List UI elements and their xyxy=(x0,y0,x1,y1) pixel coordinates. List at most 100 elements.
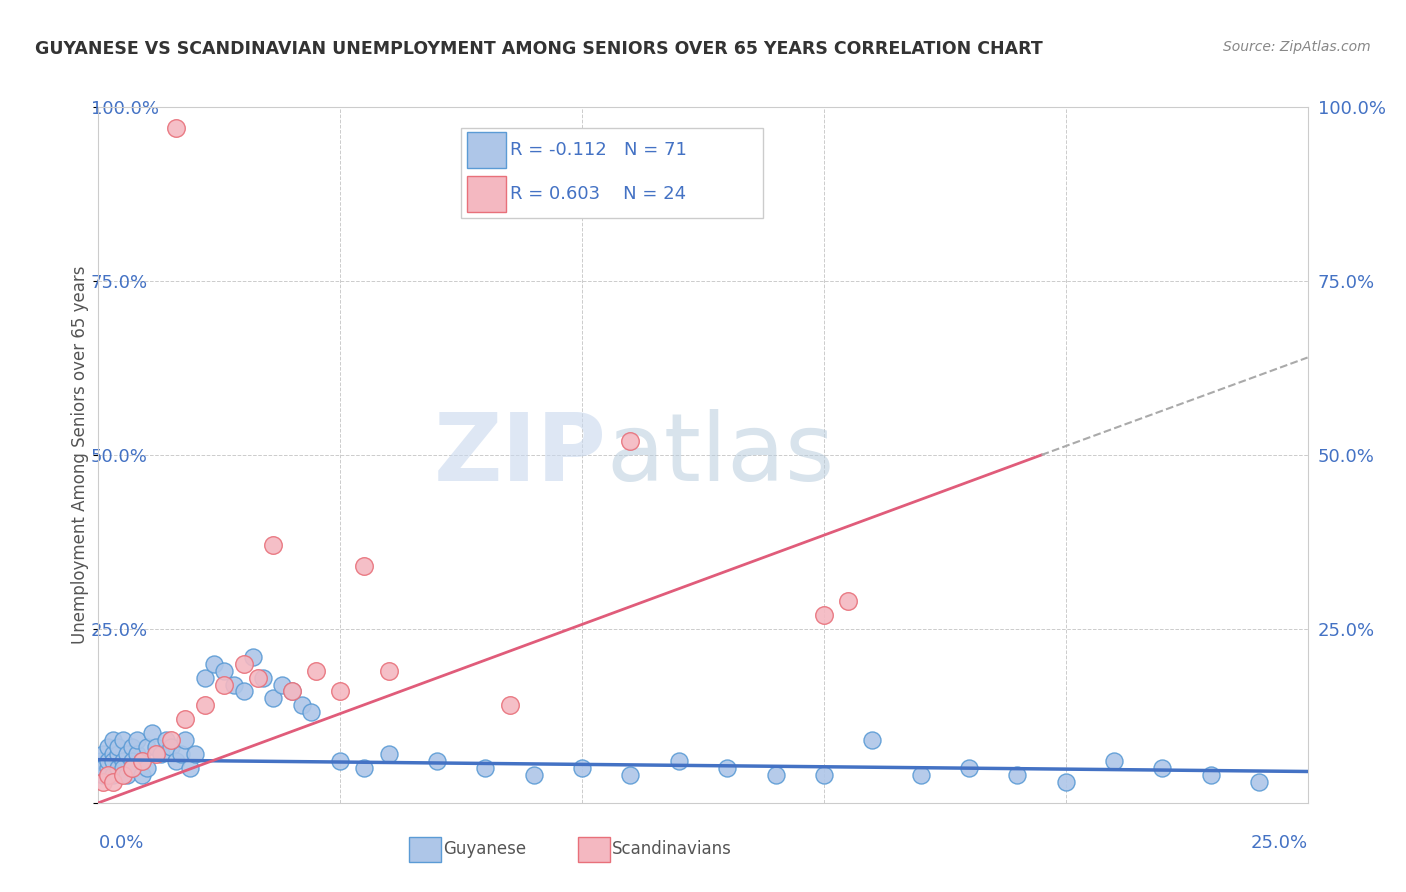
Point xyxy=(860,733,883,747)
Point xyxy=(765,768,787,782)
FancyBboxPatch shape xyxy=(578,837,610,862)
Point xyxy=(97,740,120,755)
Point xyxy=(910,768,932,782)
Y-axis label: Unemployment Among Seniors over 65 years: Unemployment Among Seniors over 65 years xyxy=(70,266,89,644)
Point xyxy=(290,698,312,713)
Point xyxy=(426,754,449,768)
Point xyxy=(101,775,124,789)
Point xyxy=(135,740,157,755)
Point xyxy=(262,538,284,552)
Point xyxy=(305,664,328,678)
Point xyxy=(668,754,690,768)
Point xyxy=(101,733,124,747)
Point xyxy=(131,768,153,782)
Point xyxy=(169,747,191,761)
Point xyxy=(329,684,352,698)
Point xyxy=(101,747,124,761)
Point xyxy=(353,761,375,775)
Text: atlas: atlas xyxy=(606,409,835,501)
Point xyxy=(281,684,304,698)
Point xyxy=(160,733,183,747)
Point xyxy=(498,698,520,713)
Point xyxy=(242,649,264,664)
Point xyxy=(247,671,270,685)
Point xyxy=(111,768,134,782)
Point xyxy=(716,761,738,775)
Point xyxy=(212,677,235,691)
Text: ZIP: ZIP xyxy=(433,409,606,501)
Point xyxy=(232,657,254,671)
Point xyxy=(212,664,235,678)
FancyBboxPatch shape xyxy=(467,132,506,169)
Point xyxy=(101,754,124,768)
Text: Source: ZipAtlas.com: Source: ZipAtlas.com xyxy=(1223,40,1371,54)
Point xyxy=(107,740,129,755)
Point xyxy=(111,754,134,768)
Point xyxy=(127,733,149,747)
Point xyxy=(281,684,304,698)
Point xyxy=(131,754,153,768)
Point xyxy=(194,671,217,685)
Point xyxy=(232,684,254,698)
Point xyxy=(121,761,143,775)
Text: R = 0.603    N = 24: R = 0.603 N = 24 xyxy=(509,185,686,203)
Point xyxy=(107,747,129,761)
Point xyxy=(91,761,114,775)
Point xyxy=(813,607,835,622)
Point xyxy=(619,768,641,782)
Point xyxy=(262,691,284,706)
Point xyxy=(377,664,399,678)
Point xyxy=(150,747,173,761)
Text: 25.0%: 25.0% xyxy=(1250,834,1308,852)
Point xyxy=(619,434,641,448)
Point xyxy=(91,775,114,789)
Point xyxy=(222,677,245,691)
Point xyxy=(165,120,187,135)
Point xyxy=(252,671,274,685)
Point xyxy=(271,677,294,691)
Point xyxy=(117,747,139,761)
Point xyxy=(194,698,217,713)
Point xyxy=(813,768,835,782)
Point xyxy=(1102,754,1125,768)
Point xyxy=(329,754,352,768)
Point xyxy=(101,768,124,782)
Point xyxy=(90,754,112,768)
Point xyxy=(837,594,859,608)
Point xyxy=(145,740,167,755)
Point xyxy=(141,726,163,740)
Text: Scandinavians: Scandinavians xyxy=(613,840,733,858)
Point xyxy=(111,761,134,775)
Point xyxy=(91,768,114,782)
Point xyxy=(131,754,153,768)
Point xyxy=(121,740,143,755)
Text: 0.0%: 0.0% xyxy=(98,834,143,852)
Point xyxy=(121,761,143,775)
Point xyxy=(127,747,149,761)
Point xyxy=(1199,768,1222,782)
Point xyxy=(179,761,201,775)
Point xyxy=(117,768,139,782)
Point xyxy=(135,761,157,775)
Point xyxy=(107,761,129,775)
Point xyxy=(165,754,187,768)
Point xyxy=(91,747,114,761)
Point xyxy=(145,747,167,761)
Point xyxy=(121,754,143,768)
Point xyxy=(1152,761,1174,775)
FancyBboxPatch shape xyxy=(409,837,440,862)
Point xyxy=(299,706,322,720)
Point xyxy=(571,761,593,775)
Point xyxy=(353,559,375,574)
Point xyxy=(184,747,207,761)
Text: R = -0.112   N = 71: R = -0.112 N = 71 xyxy=(509,141,686,159)
Point xyxy=(474,761,496,775)
Point xyxy=(1054,775,1077,789)
Text: Guyanese: Guyanese xyxy=(443,840,526,858)
Point xyxy=(377,747,399,761)
Point xyxy=(174,712,197,726)
Point xyxy=(957,761,980,775)
Point xyxy=(97,754,120,768)
Point xyxy=(174,733,197,747)
Point xyxy=(160,740,183,755)
